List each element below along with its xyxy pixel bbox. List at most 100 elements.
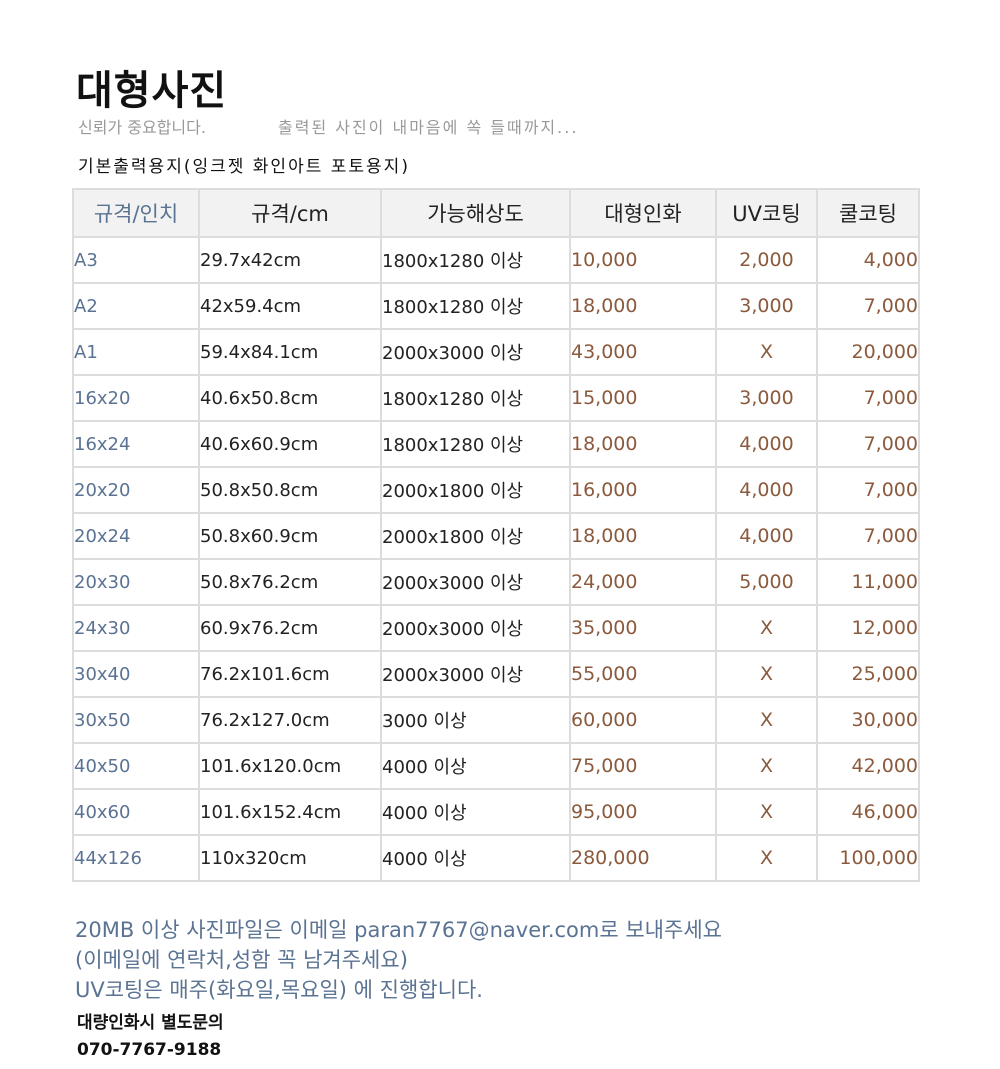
table-row: 24x30 60.9x76.2cm 2000x3000 이상 35,000 X 12,00…	[72, 604, 920, 652]
cell-resolution: 4000 이상	[380, 834, 571, 882]
cell-resolution: 3000 이상	[380, 696, 571, 744]
cell-cool-coating: 11,000	[816, 558, 920, 606]
cell-size-inch: 40x60	[72, 788, 200, 836]
cell-large-print: 60,000	[569, 696, 717, 744]
contact-label: 대량인화시 별도문의	[77, 1013, 224, 1033]
cell-size-cm: 101.6x120.0cm	[198, 742, 382, 790]
cell-size-inch: 20x20	[72, 466, 200, 514]
cell-large-print: 280,000	[569, 834, 717, 882]
cell-size-cm: 59.4x84.1cm	[198, 328, 382, 376]
table-row: 16x20 40.6x50.8cm 1800x1280 이상 15,000 3,000 7…	[72, 374, 920, 422]
cell-cool-coating: 42,000	[816, 742, 920, 790]
cell-resolution: 2000x1800 이상	[380, 512, 571, 560]
note-contact-request: (이메일에 연락처,성함 꼭 남겨주세요)	[75, 948, 408, 972]
cell-size-inch: 16x24	[72, 420, 200, 468]
cell-large-print: 43,000	[569, 328, 717, 376]
cell-cool-coating: 7,000	[816, 512, 920, 560]
cell-resolution: 1800x1280 이상	[380, 374, 571, 422]
cell-size-inch: 20x30	[72, 558, 200, 606]
cell-size-cm: 42x59.4cm	[198, 282, 382, 330]
table-row: 20x30 50.8x76.2cm 2000x3000 이상 24,000 5,000 1…	[72, 558, 920, 606]
cell-uv-coating: 5,000	[715, 558, 818, 606]
cell-cool-coating: 46,000	[816, 788, 920, 836]
header-resolution: 가능해상도	[380, 188, 571, 238]
cell-size-cm: 60.9x76.2cm	[198, 604, 382, 652]
cell-cool-coating: 4,000	[816, 236, 920, 284]
cell-size-cm: 76.2x127.0cm	[198, 696, 382, 744]
table-row: 30x40 76.2x101.6cm 2000x3000 이상 55,000 X 25,0…	[72, 650, 920, 698]
cell-uv-coating: X	[715, 834, 818, 882]
contact-phone: 070-7767-9188	[77, 1040, 222, 1060]
cell-cool-coating: 30,000	[816, 696, 920, 744]
cell-resolution: 4000 이상	[380, 788, 571, 836]
table-row: 44x126 110x320cm 4000 이상 280,000 X 100,000	[72, 834, 920, 882]
cell-large-print: 35,000	[569, 604, 717, 652]
cell-size-cm: 76.2x101.6cm	[198, 650, 382, 698]
cell-uv-coating: X	[715, 328, 818, 376]
cell-large-print: 10,000	[569, 236, 717, 284]
cell-uv-coating: 3,000	[715, 374, 818, 422]
cell-resolution: 4000 이상	[380, 742, 571, 790]
cell-resolution: 2000x1800 이상	[380, 466, 571, 514]
cell-uv-coating: 2,000	[715, 236, 818, 284]
cell-large-print: 18,000	[569, 420, 717, 468]
cell-cool-coating: 7,000	[816, 466, 920, 514]
cell-size-cm: 101.6x152.4cm	[198, 788, 382, 836]
cell-resolution: 1800x1280 이상	[380, 282, 571, 330]
table-row: 40x50 101.6x120.0cm 4000 이상 75,000 X 42,000	[72, 742, 920, 790]
cell-resolution: 1800x1280 이상	[380, 420, 571, 468]
table-row: 20x20 50.8x50.8cm 2000x1800 이상 16,000 4,000 7…	[72, 466, 920, 514]
cell-large-print: 18,000	[569, 512, 717, 560]
header-large-print: 대형인화	[569, 188, 717, 238]
cell-resolution: 2000x3000 이상	[380, 328, 571, 376]
table-row: A1 59.4x84.1cm 2000x3000 이상 43,000 X 20,000	[72, 328, 920, 376]
cell-cool-coating: 7,000	[816, 374, 920, 422]
cell-size-inch: 20x24	[72, 512, 200, 560]
cell-size-cm: 50.8x50.8cm	[198, 466, 382, 514]
cell-cool-coating: 20,000	[816, 328, 920, 376]
cell-uv-coating: X	[715, 650, 818, 698]
price-table: 규격/인치 규격/cm 가능해상도 대형인화 UV코팅 쿨코팅 A3 29.7x4…	[72, 188, 920, 882]
cell-cool-coating: 100,000	[816, 834, 920, 882]
note-uv-schedule: UV코팅은 매주(화요일,목요일) 에 진행합니다.	[75, 978, 483, 1002]
note-email: 20MB 이상 사진파일은 이메일 paran7767@naver.com로 보…	[75, 918, 722, 942]
cell-size-inch: A2	[72, 282, 200, 330]
cell-uv-coating: 4,000	[715, 512, 818, 560]
table-row: A2 42x59.4cm 1800x1280 이상 18,000 3,000 7,000	[72, 282, 920, 330]
cell-uv-coating: X	[715, 788, 818, 836]
cell-uv-coating: X	[715, 696, 818, 744]
subtitle-right: 출력된 사진이 내마음에 쏙 들때까지...	[278, 118, 579, 137]
table-row: 40x60 101.6x152.4cm 4000 이상 95,000 X 46,000	[72, 788, 920, 836]
cell-large-print: 15,000	[569, 374, 717, 422]
cell-resolution: 1800x1280 이상	[380, 236, 571, 284]
table-row: 16x24 40.6x60.9cm 1800x1280 이상 18,000 4,000 7…	[72, 420, 920, 468]
subtitle-left: 신뢰가 중요합니다.	[78, 118, 206, 137]
cell-resolution: 2000x3000 이상	[380, 558, 571, 606]
cell-resolution: 2000x3000 이상	[380, 650, 571, 698]
cell-size-inch: 30x50	[72, 696, 200, 744]
cell-uv-coating: 3,000	[715, 282, 818, 330]
cell-size-inch: 16x20	[72, 374, 200, 422]
cell-large-print: 55,000	[569, 650, 717, 698]
section-label: 기본출력용지(잉크젯 화인아트 포토용지)	[78, 157, 410, 177]
cell-size-cm: 40.6x50.8cm	[198, 374, 382, 422]
notes: 20MB 이상 사진파일은 이메일 paran7767@naver.com로 보…	[75, 915, 722, 1005]
cell-large-print: 24,000	[569, 558, 717, 606]
cell-size-inch: 24x30	[72, 604, 200, 652]
table-row: 20x24 50.8x60.9cm 2000x1800 이상 18,000 4,000 7…	[72, 512, 920, 560]
cell-size-inch: 44x126	[72, 834, 200, 882]
header-size-cm: 규격/cm	[198, 188, 382, 238]
table-body: A3 29.7x42cm 1800x1280 이상 10,000 2,000 4,000 A…	[72, 236, 920, 882]
cell-size-cm: 50.8x60.9cm	[198, 512, 382, 560]
cell-large-print: 75,000	[569, 742, 717, 790]
cell-large-print: 16,000	[569, 466, 717, 514]
cell-size-inch: A1	[72, 328, 200, 376]
cell-cool-coating: 12,000	[816, 604, 920, 652]
cell-cool-coating: 7,000	[816, 282, 920, 330]
header-cool-coating: 쿨코팅	[816, 188, 920, 238]
table-row: 30x50 76.2x127.0cm 3000 이상 60,000 X 30,000	[72, 696, 920, 744]
cell-size-inch: A3	[72, 236, 200, 284]
contact-info: 대량인화시 별도문의 070-7767-9188	[77, 1010, 224, 1064]
cell-size-cm: 50.8x76.2cm	[198, 558, 382, 606]
cell-size-cm: 29.7x42cm	[198, 236, 382, 284]
